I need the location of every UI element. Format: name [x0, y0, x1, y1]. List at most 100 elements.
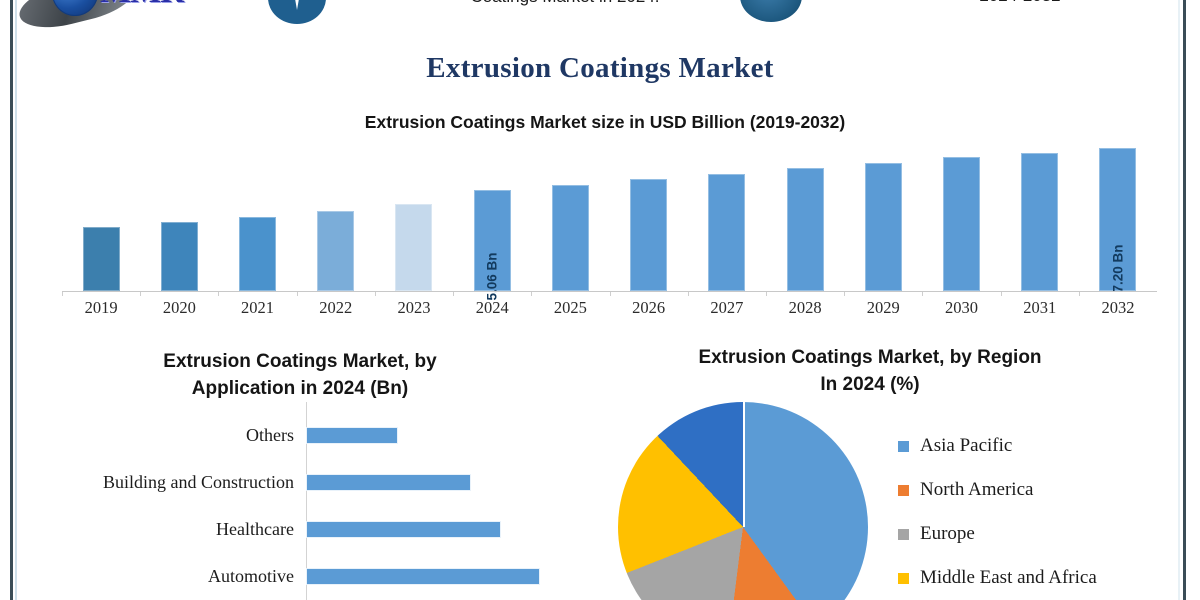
- region-title-line1: Extrusion Coatings Market, by Region: [698, 347, 1042, 368]
- application-category-label: Automotive: [208, 566, 294, 586]
- bar: [317, 210, 355, 291]
- bar-chart-plot: 5.06 Bn 7.20 Bn: [62, 140, 1157, 301]
- bar: 5.06 Bn: [473, 190, 511, 301]
- application-row: Others: [38, 412, 568, 459]
- bar: 7.20 Bn: [1099, 147, 1137, 293]
- application-plot: Others Building and Construction Healthcar…: [38, 402, 568, 600]
- application-bar-chart: Extrusion Coatings Market, by Applicatio…: [20, 340, 580, 600]
- bar-category-label: 2021: [241, 298, 275, 317]
- bar-chart-axis: [62, 291, 1157, 292]
- round-badge-icon: [740, 0, 802, 22]
- bar-category-label: 2019: [84, 298, 118, 317]
- legend-label: Middle East and Africa: [920, 567, 1097, 588]
- bar-value-label: 7.20 Bn: [1110, 244, 1126, 293]
- left-border-accent: [15, 0, 17, 600]
- bar-category-label: 2031: [1023, 298, 1057, 317]
- bar-category-label: 2030: [945, 298, 979, 317]
- legend-item: North America: [898, 468, 1198, 512]
- legend-swatch: [898, 572, 909, 584]
- bar-column: [140, 140, 218, 296]
- bar-column: [609, 140, 688, 296]
- bar-chart-title: Extrusion Coatings Market size in USD Bi…: [364, 112, 846, 132]
- bar-column: [765, 140, 844, 296]
- application-bar: [306, 427, 399, 444]
- bar-category-label: 2025: [553, 298, 587, 317]
- top-left-sentence: Coatings Market in 2024.: [400, 0, 730, 8]
- axis-tick: [218, 291, 220, 296]
- region-pie-chart: Extrusion Coatings Market, by Region In …: [600, 340, 1200, 600]
- page-title: Extrusion Coatings Market: [426, 52, 774, 84]
- axis-tick: [1078, 291, 1080, 296]
- axis-tick: [62, 291, 63, 296]
- bar-category-label: 2020: [162, 298, 196, 317]
- legend-label: Asia Pacific: [920, 435, 1013, 456]
- application-category-label: Building and Construction: [103, 472, 294, 492]
- top-band: MMR Coatings Market in 2024. 2024-2032: [0, 0, 1200, 46]
- lower-section: Extrusion Coatings Market, by Applicatio…: [0, 340, 1200, 600]
- right-border-accent: [1178, 0, 1180, 600]
- bar-category-label: 2026: [632, 298, 666, 317]
- axis-tick: [844, 291, 846, 296]
- axis-tick: [296, 291, 298, 296]
- region-chart-title: Extrusion Coatings Market, by Region In …: [630, 344, 1110, 398]
- application-bar: [306, 521, 501, 538]
- bar-column: [922, 140, 1000, 296]
- bar-chart-category-labels: 2019 2020 2021 2022 2023 2024 2025 2026 2027 2028…: [62, 298, 1157, 318]
- axis-tick: [609, 291, 611, 296]
- application-axis: [306, 402, 307, 600]
- bar-column: 5.06 Bn: [453, 140, 531, 301]
- bar-column: [844, 140, 922, 296]
- bar-column: [218, 140, 296, 296]
- application-row: Automotive: [38, 553, 568, 600]
- bar-column: 7.20 Bn: [1078, 140, 1157, 296]
- pie-graphic: [618, 402, 868, 600]
- legend-swatch: [898, 440, 909, 452]
- left-border-line: [10, 0, 13, 600]
- legend-label: Europe: [920, 523, 975, 544]
- application-title-line1: Extrusion Coatings Market, by: [163, 351, 437, 372]
- mmr-logo-text: MMR: [100, 0, 184, 11]
- bar-series: 5.06 Bn 7.20 Bn: [62, 140, 1157, 301]
- axis-tick: [140, 291, 142, 296]
- bar-column: [531, 140, 609, 296]
- region-legend: Asia Pacific North America Europe Middle Ea…: [898, 424, 1198, 600]
- bar: [82, 227, 120, 291]
- bar: [630, 178, 668, 291]
- bar-category-label: 2029: [866, 298, 900, 317]
- axis-tick: [922, 291, 924, 296]
- application-bar-track: [306, 412, 568, 459]
- bar-column: [687, 140, 766, 296]
- bar-column: [1000, 140, 1079, 296]
- bar: [239, 217, 277, 291]
- application-bar-track: [306, 506, 568, 553]
- pie-separator: [743, 402, 745, 527]
- legend-swatch: [898, 528, 909, 540]
- legend-item: Asia Pacific: [898, 424, 1198, 468]
- bar: [160, 222, 198, 291]
- axis-tick: [374, 291, 376, 296]
- axis-tick: [765, 291, 767, 296]
- bar: [708, 173, 746, 291]
- application-category-label: Others: [246, 425, 294, 445]
- application-row: Building and Construction: [38, 459, 568, 506]
- application-bar: [306, 474, 471, 491]
- bar: [943, 157, 981, 291]
- application-title-line2: Application in 2024 (Bn): [191, 378, 409, 399]
- market-size-bar-chart: Extrusion Coatings Market size in USD Bi…: [40, 112, 1170, 322]
- axis-tick: [1000, 291, 1002, 296]
- bar: [1021, 152, 1059, 291]
- axis-tick: [531, 291, 533, 296]
- application-category-label: Healthcare: [216, 519, 294, 539]
- bar-column: [296, 140, 375, 296]
- legend-item: Europe: [898, 512, 1198, 556]
- shield-icon: [268, 0, 328, 28]
- bar-category-label: 2032: [1101, 298, 1135, 317]
- application-bar-track: [306, 553, 568, 600]
- right-border-line: [1183, 0, 1186, 600]
- bar: [551, 184, 589, 291]
- bar-category-label: 2024: [475, 298, 509, 317]
- application-row: Healthcare: [38, 506, 568, 553]
- bar-category-label: 2027: [710, 298, 744, 317]
- region-title-line2: In 2024 (%): [820, 374, 920, 395]
